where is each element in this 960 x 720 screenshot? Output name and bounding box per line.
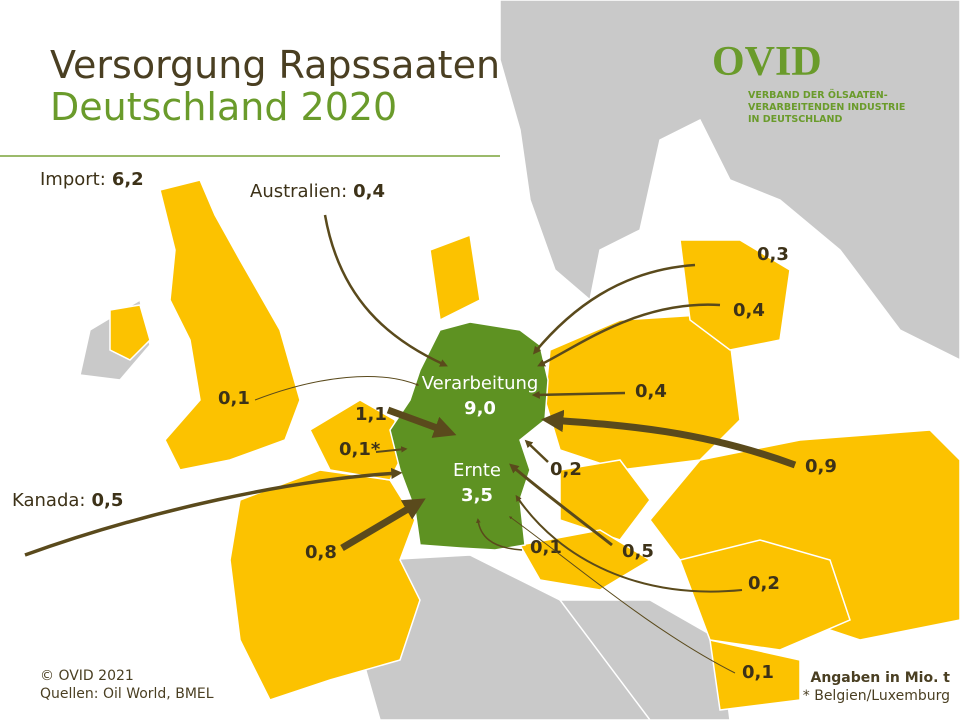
flow-label: 0,1 [530,537,562,558]
flow-arrow [340,498,426,552]
flow-value: 0,9 [805,456,837,477]
flow-value: 0,2 [748,573,780,594]
flow-value: 0,4 [353,181,385,202]
flow-value: 0,2 [550,459,582,480]
flow-label: 0,4 [733,300,765,321]
flow-label: Kanada: 0,5 [12,490,123,511]
flow-arrow [515,494,743,593]
title: Versorgung Rapssaaten [50,43,500,87]
flow-value: 0,5 [622,541,654,562]
sources: Quellen: Oil World, BMEL [40,686,214,702]
logo: OVID [712,39,822,85]
flow-value: 0,3 [757,244,789,265]
flow-label: Australien: 0,4 [250,181,385,202]
flow-label: 0,1 [742,662,774,683]
flow-arrow [509,463,613,547]
import: Import: 6,2 [40,169,144,190]
flow-label: 0,1 [218,388,250,409]
flow-label: 1,1 [355,404,387,425]
flow-label: 0,4 [635,381,667,402]
flow-value: 0,1 [218,388,250,409]
flow-value: 0,8 [305,542,337,563]
flow-label: 0,2 [748,573,780,594]
import-label: Import: [40,169,106,190]
flow-arrow [375,446,408,453]
flow-label: 0,8 [305,542,337,563]
flow-value: 0,4 [635,381,667,402]
flow-arrow [323,214,448,367]
flow-arrow [508,516,736,674]
harvest-value: 3,5 [461,485,493,506]
logo-sub: IN DEUTSCHLAND [748,114,842,125]
flow-arrow [476,518,523,551]
processing-value: 9,0 [464,398,496,419]
flow-label: 0,1* [339,439,381,460]
flow-origin: Kanada: [12,490,85,511]
harvest-label: Ernte [453,460,501,481]
flow-arrow [532,263,696,355]
note: * Belgien/Luxemburg [803,688,950,704]
flow-value: 0,4 [733,300,765,321]
flow-value: 0,1 [530,537,562,558]
flow-arrow [386,406,457,438]
flow-label: 0,5 [622,541,654,562]
processing-label: Verarbeitung [422,373,539,394]
flow-arrow [254,376,420,401]
flow-arrow [537,303,721,367]
units: Angaben in Mio. t [810,670,950,686]
logo-sub: VERARBEITENDEN INDUSTRIE [748,102,905,113]
flow-arrow [541,409,797,469]
flow-label: 0,2 [550,459,582,480]
base-map [79,0,960,720]
flow-label: 0,3 [757,244,789,265]
flows: Australien: 0,4 Kanada: 0,5 0,3 0,4 0,4 0,9 0,2 0… [12,181,837,683]
logo-sub: VERBAND DER ÖLSAATEN- [748,90,888,101]
flow-label: 0,9 [805,456,837,477]
subtitle: Deutschland 2020 [50,85,397,129]
flow-arrow [524,439,549,463]
flow-arrow [24,467,403,557]
flow-arrow [531,390,626,399]
flow-value: 0,1 [742,662,774,683]
flow-value: 0,5 [91,490,123,511]
copyright: © OVID 2021 [40,668,134,684]
flow-value: 0,1* [339,439,381,460]
import-value: 6,2 [112,169,144,190]
flow-origin: Australien: [250,181,347,202]
flow-value: 1,1 [355,404,387,425]
